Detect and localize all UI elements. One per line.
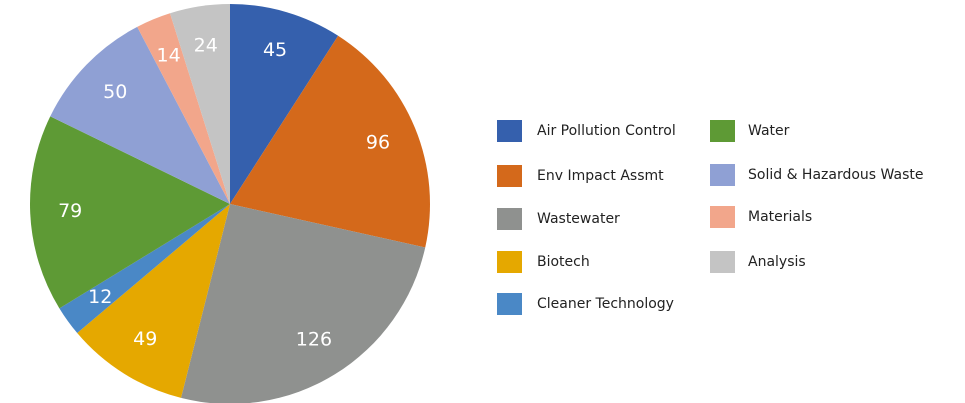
- data-label: 12: [88, 286, 112, 308]
- pie-slice: [59, 204, 231, 334]
- legend-label: Analysis: [748, 254, 806, 270]
- legend-swatch: [710, 251, 735, 273]
- data-label: 126: [296, 329, 332, 351]
- data-label: 79: [58, 200, 82, 222]
- legend-label: Air Pollution Control: [537, 123, 676, 139]
- legend-swatch: [497, 293, 522, 315]
- pie-slice: [230, 4, 339, 204]
- pie-slice: [181, 204, 426, 403]
- legend-label: Cleaner Technology: [537, 296, 674, 312]
- pie-slice: [50, 26, 230, 204]
- legend-swatch: [497, 165, 522, 187]
- legend-swatch: [710, 120, 735, 142]
- data-label: 50: [103, 81, 127, 103]
- pie-slice: [77, 204, 231, 398]
- legend-swatch: [497, 208, 522, 230]
- pie-slice: [29, 116, 230, 309]
- legend-swatch: [497, 120, 522, 142]
- legend-swatch: [710, 206, 735, 228]
- legend-swatch: [710, 164, 735, 186]
- legend-label: Water: [748, 123, 790, 139]
- data-label: 14: [157, 45, 181, 67]
- data-label: 24: [194, 34, 218, 56]
- pie-slice: [230, 35, 430, 248]
- legend-label: Solid & Hazardous Waste: [748, 167, 923, 183]
- legend-label: Biotech: [537, 254, 590, 270]
- legend-label: Env Impact Assmt: [537, 168, 664, 184]
- data-label: 49: [133, 328, 157, 350]
- legend-swatch: [497, 251, 522, 273]
- data-label: 96: [366, 132, 390, 154]
- legend-label: Materials: [748, 209, 812, 225]
- data-label: 45: [263, 39, 287, 61]
- legend-label: Wastewater: [537, 211, 620, 227]
- pie-slice: [170, 4, 230, 204]
- pie-slice: [137, 13, 230, 205]
